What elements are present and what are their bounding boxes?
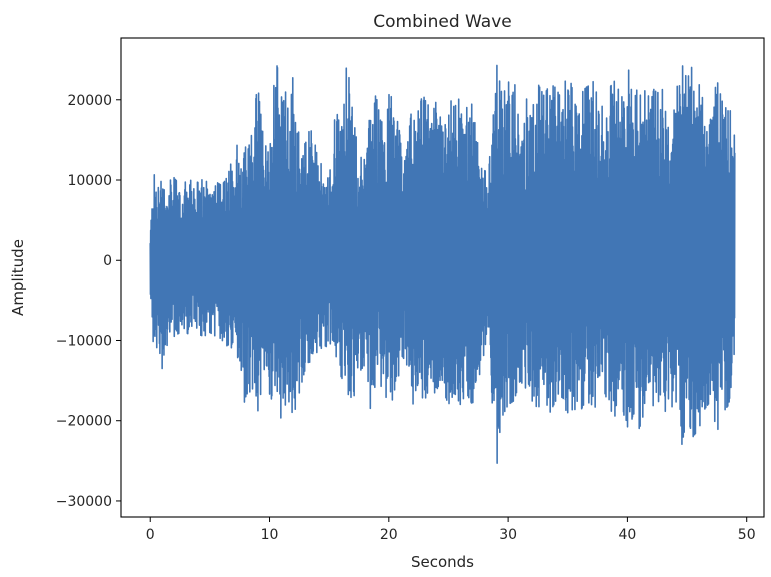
y-tick-label: −10000: [56, 333, 112, 349]
wave-series-line: [149, 64, 736, 464]
wave-line: [149, 64, 736, 464]
y-axis-ticks: −30000 −20000 −10000 0 10000 20000: [56, 93, 121, 510]
x-tick-label: 30: [499, 527, 517, 543]
y-tick-label: 0: [103, 253, 112, 269]
x-tick-label: 0: [146, 527, 155, 543]
x-tick-label: 20: [380, 527, 398, 543]
y-tick-label: −20000: [56, 414, 112, 430]
chart-title: Combined Wave: [373, 12, 511, 32]
y-tick-label: 10000: [67, 173, 112, 189]
x-tick-label: 10: [261, 527, 279, 543]
y-tick-label: 20000: [67, 93, 112, 109]
x-tick-label: 50: [738, 527, 756, 543]
y-tick-label: −30000: [56, 494, 112, 510]
x-axis-title: Seconds: [411, 553, 474, 571]
x-axis-ticks: 0 10 20 30 40 50: [146, 517, 756, 543]
plot-frame: [120, 37, 765, 518]
y-axis-title: Amplitude: [9, 239, 27, 316]
x-tick-label: 40: [618, 527, 636, 543]
